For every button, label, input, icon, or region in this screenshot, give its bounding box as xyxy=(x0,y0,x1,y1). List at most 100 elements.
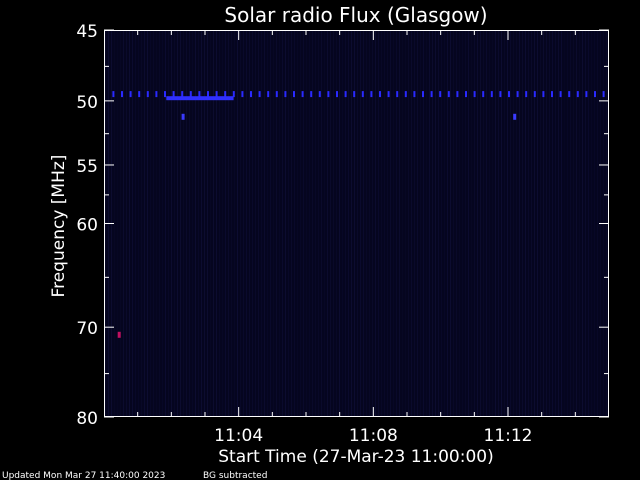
texture-column xyxy=(213,31,214,416)
interference-dash xyxy=(215,91,218,98)
interference-dash xyxy=(129,91,132,98)
texture-column xyxy=(183,31,184,416)
interference-dash xyxy=(465,91,467,98)
texture-column xyxy=(519,31,520,416)
interference-dash xyxy=(172,91,175,98)
texture-column xyxy=(288,31,289,416)
texture-column xyxy=(363,31,364,416)
texture-column xyxy=(165,31,166,416)
texture-column xyxy=(549,31,550,416)
texture-column xyxy=(414,31,415,416)
texture-column xyxy=(510,31,511,416)
texture-column xyxy=(297,31,298,416)
texture-column xyxy=(189,31,190,416)
texture-column xyxy=(399,31,400,416)
spectrogram-features xyxy=(112,91,605,338)
y-tick-label: 70 xyxy=(76,319,98,339)
texture-column xyxy=(525,31,526,416)
texture-column xyxy=(255,31,256,416)
texture-column xyxy=(252,31,253,416)
texture-column xyxy=(198,31,199,416)
texture-column xyxy=(408,31,409,416)
texture-column xyxy=(216,31,217,416)
texture-column xyxy=(168,31,169,416)
texture-column xyxy=(498,31,499,416)
texture-column xyxy=(531,31,532,416)
interference-dash xyxy=(413,91,416,98)
texture-column xyxy=(543,31,544,416)
interference-dash xyxy=(232,91,235,98)
texture-column xyxy=(534,31,535,416)
interference-dash xyxy=(146,91,149,98)
interference-dash xyxy=(525,91,528,98)
texture-column xyxy=(162,31,163,416)
texture-column xyxy=(240,31,241,416)
texture-column xyxy=(342,31,343,416)
signal-spot xyxy=(181,113,185,120)
texture-column xyxy=(219,31,220,416)
texture-column xyxy=(120,31,121,416)
texture-column xyxy=(135,31,136,416)
texture-column xyxy=(513,31,514,416)
plot-area xyxy=(104,30,609,417)
interference-dash xyxy=(361,91,364,98)
interference-dash xyxy=(275,91,278,98)
texture-column xyxy=(231,31,232,416)
interference-dash xyxy=(301,91,304,98)
texture-column xyxy=(123,31,124,416)
texture-column xyxy=(393,31,394,416)
interference-dash xyxy=(542,91,545,98)
texture-column xyxy=(555,31,556,416)
interference-dash xyxy=(207,91,209,98)
texture-column xyxy=(201,31,202,416)
texture-column xyxy=(420,31,421,416)
interference-dash xyxy=(353,91,356,98)
texture-column xyxy=(489,31,490,416)
texture-column xyxy=(321,31,322,416)
interference-dash xyxy=(379,91,381,98)
texture-column xyxy=(564,31,565,416)
texture-column xyxy=(384,31,385,416)
texture-column xyxy=(516,31,517,416)
interference-dash xyxy=(551,91,553,98)
texture-column xyxy=(228,31,229,416)
interference-dash xyxy=(559,91,562,98)
texture-column xyxy=(465,31,466,416)
interference-dash xyxy=(327,91,330,98)
texture-column xyxy=(195,31,196,416)
texture-column xyxy=(243,31,244,416)
texture-column xyxy=(441,31,442,416)
texture-column xyxy=(324,31,325,416)
interference-dash xyxy=(456,91,459,98)
interference-dash xyxy=(336,91,338,98)
texture-column xyxy=(207,31,208,416)
interference-dash xyxy=(164,91,166,98)
signal-spot xyxy=(117,331,121,338)
interference-dash xyxy=(318,91,321,98)
texture-column xyxy=(192,31,193,416)
texture-column xyxy=(486,31,487,416)
texture-column xyxy=(114,31,115,416)
texture-column xyxy=(582,31,583,416)
texture-column xyxy=(468,31,469,416)
texture-column xyxy=(483,31,484,416)
interference-dash xyxy=(224,91,227,98)
texture-column xyxy=(204,31,205,416)
texture-column xyxy=(369,31,370,416)
x-tick-label: 11:12 xyxy=(484,426,533,446)
texture-column xyxy=(579,31,580,416)
texture-column xyxy=(585,31,586,416)
texture-column xyxy=(570,31,571,416)
texture-column xyxy=(387,31,388,416)
texture-column xyxy=(270,31,271,416)
texture-column xyxy=(117,31,118,416)
interference-dash xyxy=(490,91,493,98)
texture-column xyxy=(474,31,475,416)
texture-column xyxy=(174,31,175,416)
texture-column xyxy=(591,31,592,416)
interference-dash xyxy=(370,91,373,98)
texture-column xyxy=(294,31,295,416)
texture-column xyxy=(318,31,319,416)
texture-column xyxy=(222,31,223,416)
texture-column xyxy=(372,31,373,416)
